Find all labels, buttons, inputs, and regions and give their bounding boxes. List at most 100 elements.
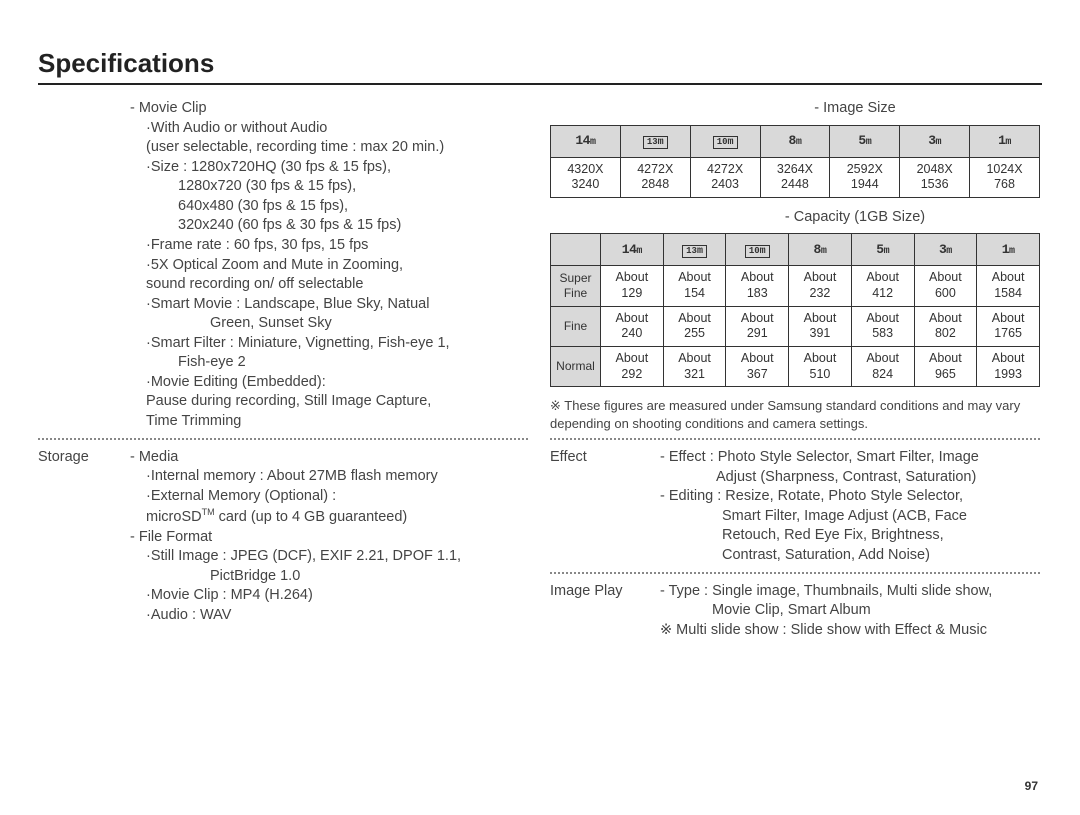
effect-l5: Retouch, Red Eye Fix, Brightness, — [660, 526, 1040, 546]
page-number: 97 — [1025, 779, 1038, 793]
capacity-cell: About510 — [789, 346, 852, 386]
effect-l3: - Editing : Resize, Rotate, Photo Style … — [660, 487, 1040, 507]
imgsize-header-cell: 1m — [970, 125, 1040, 157]
imgsize-header-cell: 13m — [620, 125, 690, 157]
capacity-cell: About321 — [663, 346, 726, 386]
storage-microsd: microSDTM card (up to 4 GB guaranteed) — [130, 506, 528, 527]
capacity-cell: About1765 — [977, 306, 1040, 346]
effect-l4: Smart Filter, Image Adjust (ACB, Face — [660, 507, 1040, 527]
spec-page: Specifications - Movie Clip ·With Audio … — [0, 0, 1080, 815]
capacity-cell: About391 — [789, 306, 852, 346]
mc-smartfilter-1: ·Smart Filter : Miniature, Vignetting, F… — [130, 334, 528, 354]
imgsize-header-cell: 8m — [760, 125, 830, 157]
mc-smartfilter-2: Fish-eye 2 — [130, 353, 528, 373]
capacity-cell: About965 — [914, 346, 977, 386]
capacity-table: 14m13m10m8m5m3m1mSuperFineAbout129About1… — [550, 233, 1040, 387]
tm-mark: TM — [202, 507, 215, 517]
imgsize-cell: 4272X2848 — [620, 157, 690, 197]
storage-still-2: PictBridge 1.0 — [130, 567, 528, 587]
image-size-header: - Image Size — [670, 99, 1040, 119]
effect-l1: - Effect : Photo Style Selector, Smart F… — [660, 448, 1040, 468]
capacity-cell: About292 — [601, 346, 664, 386]
microsd-text: microSD — [146, 509, 202, 525]
capacity-diag-cell — [551, 234, 601, 266]
mc-size-2: 1280x720 (30 fps & 15 fps), — [130, 177, 528, 197]
capacity-header: - Capacity (1GB Size) — [670, 208, 1040, 228]
storage-still-1: ·Still Image : JPEG (DCF), EXIF 2.21, DP… — [130, 547, 528, 567]
capacity-row-label: Fine — [551, 306, 601, 346]
capacity-cell: About1584 — [977, 266, 1040, 306]
capacity-cell: About232 — [789, 266, 852, 306]
mc-edit-1: ·Movie Editing (Embedded): — [130, 373, 528, 393]
capacity-cell: About154 — [663, 266, 726, 306]
mc-frame: ·Frame rate : 60 fps, 30 fps, 15 fps — [130, 236, 528, 256]
imgsize-cell: 1024X768 — [970, 157, 1040, 197]
capacity-header-cell: 10m — [726, 234, 789, 266]
mc-audio-note: (user selectable, recording time : max 2… — [130, 138, 528, 158]
mc-zoom-2: sound recording on/ off selectable — [130, 275, 528, 295]
imgsize-cell: 3264X2448 — [760, 157, 830, 197]
imgsize-cell: 2048X1536 — [900, 157, 970, 197]
image-size-table: 14m13m10m8m5m3m1m 4320X32404272X28484272X… — [550, 125, 1040, 198]
storage-external: ·External Memory (Optional) : — [130, 487, 528, 507]
capacity-header-cell: 3m — [914, 234, 977, 266]
capacity-header-cell: 14m — [601, 234, 664, 266]
microsd-rest: card (up to 4 GB guaranteed) — [215, 509, 408, 525]
capacity-cell: About583 — [851, 306, 914, 346]
storage-section: Storage - Media ·Internal memory : About… — [38, 448, 528, 626]
page-title: Specifications — [38, 48, 1042, 85]
two-column-layout: - Movie Clip ·With Audio or without Audi… — [38, 99, 1042, 640]
mc-size-4: 320x240 (60 fps & 30 fps & 15 fps) — [130, 216, 528, 236]
capacity-cell: About367 — [726, 346, 789, 386]
imgsize-header-cell: 3m — [900, 125, 970, 157]
capacity-cell: About412 — [851, 266, 914, 306]
storage-media: - Media — [130, 448, 528, 468]
effect-section: Effect - Effect : Photo Style Selector, … — [550, 448, 1040, 565]
mc-smartmovie-1: ·Smart Movie : Landscape, Blue Sky, Natu… — [130, 295, 528, 315]
capacity-header-cell: 1m — [977, 234, 1040, 266]
ip-l3: ※ Multi slide show : Slide show with Eff… — [660, 621, 1040, 641]
imgsize-header-cell: 5m — [830, 125, 900, 157]
right-column: - Image Size 14m13m10m8m5m3m1m4320X32404… — [550, 99, 1040, 640]
storage-label: Storage — [38, 448, 130, 626]
capacity-note: ※ These figures are measured under Samsu… — [550, 397, 1040, 432]
divider — [550, 438, 1040, 440]
ip-l1: - Type : Single image, Thumbnails, Multi… — [660, 582, 1040, 602]
movie-clip-section: - Movie Clip ·With Audio or without Audi… — [38, 99, 528, 432]
capacity-cell: About240 — [601, 306, 664, 346]
capacity-header-cell: 8m — [789, 234, 852, 266]
imgsize-cell: 2592X1944 — [830, 157, 900, 197]
capacity-cell: About129 — [601, 266, 664, 306]
capacity-cell: About183 — [726, 266, 789, 306]
capacity-cell: About600 — [914, 266, 977, 306]
mc-zoom-1: ·5X Optical Zoom and Mute in Zooming, — [130, 256, 528, 276]
divider — [550, 572, 1040, 574]
mc-edit-3: Time Trimming — [130, 412, 528, 432]
mc-size-3: 640x480 (30 fps & 15 fps), — [130, 197, 528, 217]
imgsize-cell: 4272X2403 — [690, 157, 760, 197]
capacity-cell: About802 — [914, 306, 977, 346]
capacity-cell: About824 — [851, 346, 914, 386]
imgsize-header-cell: 10m — [690, 125, 760, 157]
storage-movie: ·Movie Clip : MP4 (H.264) — [130, 586, 528, 606]
capacity-cell: About255 — [663, 306, 726, 346]
storage-fileformat: - File Format — [130, 528, 528, 548]
capacity-header-cell: 5m — [851, 234, 914, 266]
mc-edit-2: Pause during recording, Still Image Capt… — [130, 392, 528, 412]
movie-clip-header: - Movie Clip — [130, 99, 528, 119]
capacity-row-label: SuperFine — [551, 266, 601, 306]
capacity-cell: About291 — [726, 306, 789, 346]
capacity-row-label: Normal — [551, 346, 601, 386]
ip-l2: Movie Clip, Smart Album — [660, 601, 1040, 621]
storage-audio: ·Audio : WAV — [130, 606, 528, 626]
mc-audio: ·With Audio or without Audio — [130, 119, 528, 139]
image-play-label: Image Play — [550, 582, 660, 641]
effect-l2: Adjust (Sharpness, Contrast, Saturation) — [660, 468, 1040, 488]
effect-label: Effect — [550, 448, 660, 565]
imgsize-header-cell: 14m — [551, 125, 621, 157]
left-column: - Movie Clip ·With Audio or without Audi… — [38, 99, 528, 640]
capacity-header-cell: 13m — [663, 234, 726, 266]
image-play-section: Image Play - Type : Single image, Thumbn… — [550, 582, 1040, 641]
imgsize-cell: 4320X3240 — [551, 157, 621, 197]
storage-internal: ·Internal memory : About 27MB flash memo… — [130, 467, 528, 487]
